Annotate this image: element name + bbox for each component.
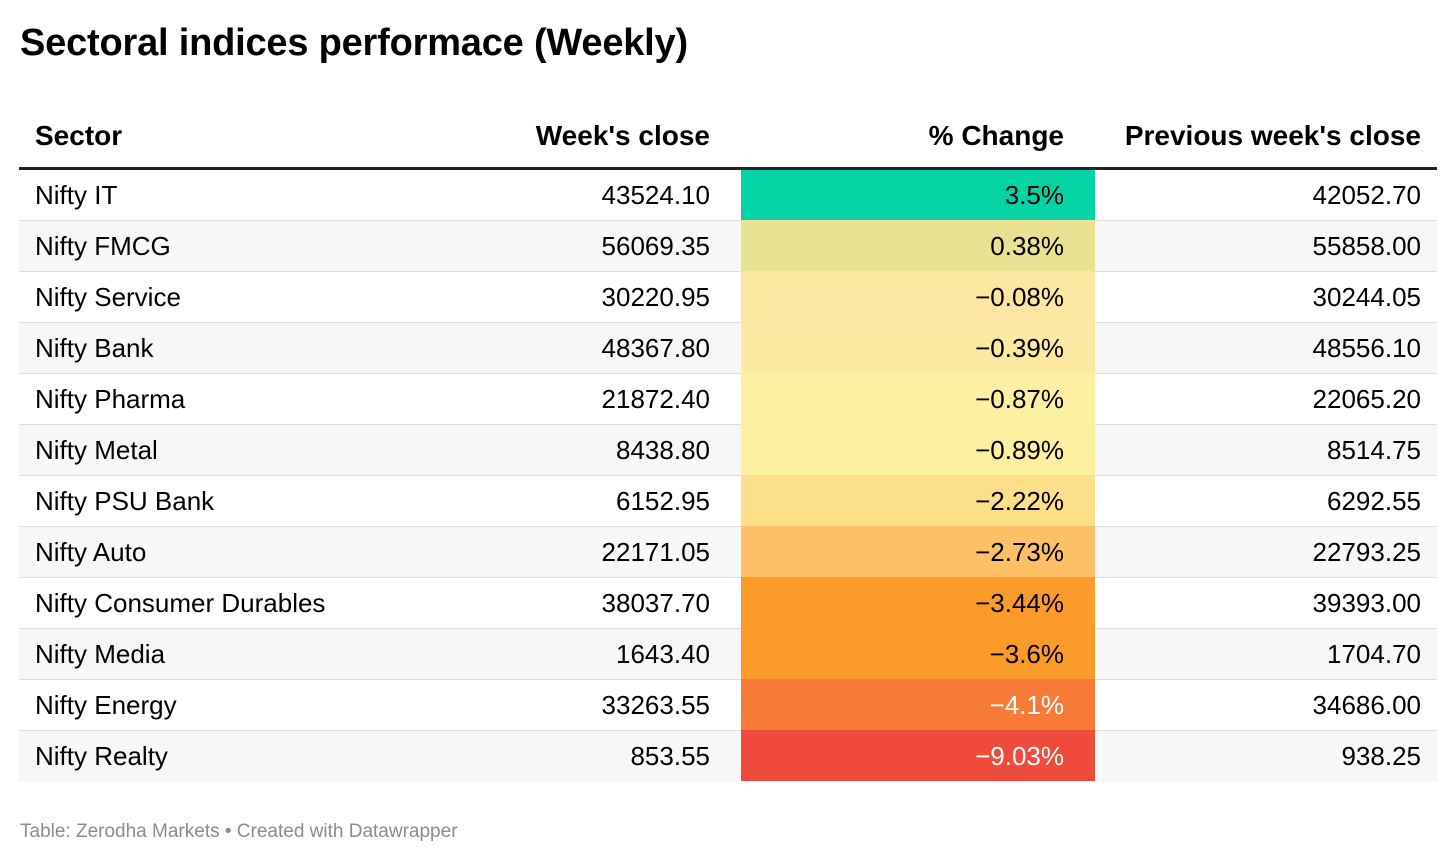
weeks-close-cell: 1643.40 — [616, 639, 710, 669]
change-heat-cell — [741, 526, 1095, 577]
weeks-close-cell: 21872.40 — [601, 384, 710, 414]
previous-weeks-close-cell: 1704.70 — [1327, 639, 1421, 669]
table-row: Nifty Auto 22171.05 −2.73% 22793.25 — [19, 526, 1437, 578]
change-heat-cell — [741, 577, 1095, 628]
previous-weeks-close-cell: 48556.10 — [1312, 333, 1421, 363]
previous-weeks-close-cell: 34686.00 — [1312, 690, 1421, 720]
source-footer: Table: Zerodha Markets • Created with Da… — [20, 821, 458, 842]
sector-cell: Nifty IT — [35, 180, 118, 210]
table-row: Nifty Bank 48367.80 −0.39% 48556.10 — [19, 322, 1437, 374]
percent-change-cell: −2.73% — [975, 537, 1064, 567]
table-header: Sector Week's close % Change Previous we… — [19, 108, 1437, 170]
sector-cell: Nifty Realty — [35, 741, 168, 771]
percent-change-cell: −4.1% — [989, 690, 1064, 720]
change-heat-cell — [741, 424, 1095, 475]
percent-change-cell: −0.39% — [975, 333, 1064, 363]
percent-change-cell: 0.38% — [990, 231, 1064, 261]
previous-weeks-close-cell: 42052.70 — [1312, 180, 1421, 210]
header-weeks-close: Week's close — [535, 120, 710, 151]
table-row: Nifty Energy 33263.55 −4.1% 34686.00 — [19, 679, 1437, 731]
change-heat-cell — [741, 730, 1095, 781]
table-row: Nifty Media 1643.40 −3.6% 1704.70 — [19, 628, 1437, 680]
sector-cell: Nifty Energy — [35, 690, 177, 720]
sector-table: Sector Week's close % Change Previous we… — [19, 108, 1437, 782]
previous-weeks-close-cell: 6292.55 — [1327, 486, 1421, 516]
previous-weeks-close-cell: 938.25 — [1341, 741, 1421, 771]
previous-weeks-close-cell: 22065.20 — [1312, 384, 1421, 414]
table-row: Nifty Realty 853.55 −9.03% 938.25 — [19, 730, 1437, 782]
weeks-close-cell: 33263.55 — [601, 690, 710, 720]
table-row: Nifty Service 30220.95 −0.08% 30244.05 — [19, 271, 1437, 323]
weeks-close-cell: 30220.95 — [601, 282, 710, 312]
sector-cell: Nifty PSU Bank — [35, 486, 215, 516]
table-row: Nifty FMCG 56069.35 0.38% 55858.00 — [19, 220, 1437, 272]
change-heat-cell — [741, 220, 1095, 271]
sector-cell: Nifty Bank — [35, 333, 154, 363]
weeks-close-cell: 853.55 — [630, 741, 710, 771]
change-heat-cell — [741, 373, 1095, 424]
previous-weeks-close-cell: 55858.00 — [1312, 231, 1421, 261]
weeks-close-cell: 38037.70 — [601, 588, 710, 618]
percent-change-cell: −0.89% — [975, 435, 1064, 465]
change-heat-cell — [741, 628, 1095, 679]
sector-cell: Nifty Service — [35, 282, 181, 312]
weeks-close-cell: 48367.80 — [601, 333, 710, 363]
table-row: Nifty IT 43524.10 3.5% 42052.70 — [19, 170, 1437, 221]
change-heat-cell — [741, 322, 1095, 373]
change-heat-cell — [741, 475, 1095, 526]
percent-change-cell: −3.6% — [989, 639, 1064, 669]
previous-weeks-close-cell: 22793.25 — [1312, 537, 1421, 567]
sector-cell: Nifty FMCG — [35, 231, 171, 261]
sector-cell: Nifty Consumer Durables — [35, 588, 326, 618]
header-previous-weeks-close: Previous week's close — [1124, 120, 1421, 151]
table-row: Nifty PSU Bank 6152.95 −2.22% 6292.55 — [19, 475, 1437, 527]
page-title: Sectoral indices performace (Weekly) — [20, 22, 688, 64]
table-row: Nifty Consumer Durables 38037.70 −3.44% 393… — [19, 577, 1437, 629]
weeks-close-cell: 8438.80 — [616, 435, 710, 465]
table-row: Nifty Metal 8438.80 −0.89% 8514.75 — [19, 424, 1437, 476]
change-heat-cell — [741, 679, 1095, 730]
sector-cell: Nifty Media — [35, 639, 166, 669]
table-row: Nifty Pharma 21872.40 −0.87% 22065.20 — [19, 373, 1437, 425]
sector-cell: Nifty Metal — [35, 435, 158, 465]
percent-change-cell: −0.08% — [975, 282, 1064, 312]
percent-change-cell: −0.87% — [975, 384, 1064, 414]
percent-change-cell: −2.22% — [975, 486, 1064, 516]
table-body: Nifty IT 43524.10 3.5% 42052.70 Nifty FMCG 56… — [19, 170, 1437, 782]
weeks-close-cell: 22171.05 — [601, 537, 710, 567]
previous-weeks-close-cell: 8514.75 — [1327, 435, 1421, 465]
sector-cell: Nifty Pharma — [35, 384, 186, 414]
percent-change-cell: 3.5% — [1004, 180, 1064, 210]
sector-cell: Nifty Auto — [35, 537, 147, 567]
header-percent-change: % Change — [928, 120, 1064, 151]
previous-weeks-close-cell: 39393.00 — [1312, 588, 1421, 618]
weeks-close-cell: 56069.35 — [601, 231, 710, 261]
header-sector: Sector — [35, 120, 123, 151]
change-heat-cell — [741, 271, 1095, 322]
weeks-close-cell: 43524.10 — [601, 180, 710, 210]
previous-weeks-close-cell: 30244.05 — [1312, 282, 1421, 312]
percent-change-cell: −3.44% — [975, 588, 1064, 618]
weeks-close-cell: 6152.95 — [616, 486, 710, 516]
change-heat-cell — [741, 170, 1095, 221]
percent-change-cell: −9.03% — [975, 741, 1064, 771]
